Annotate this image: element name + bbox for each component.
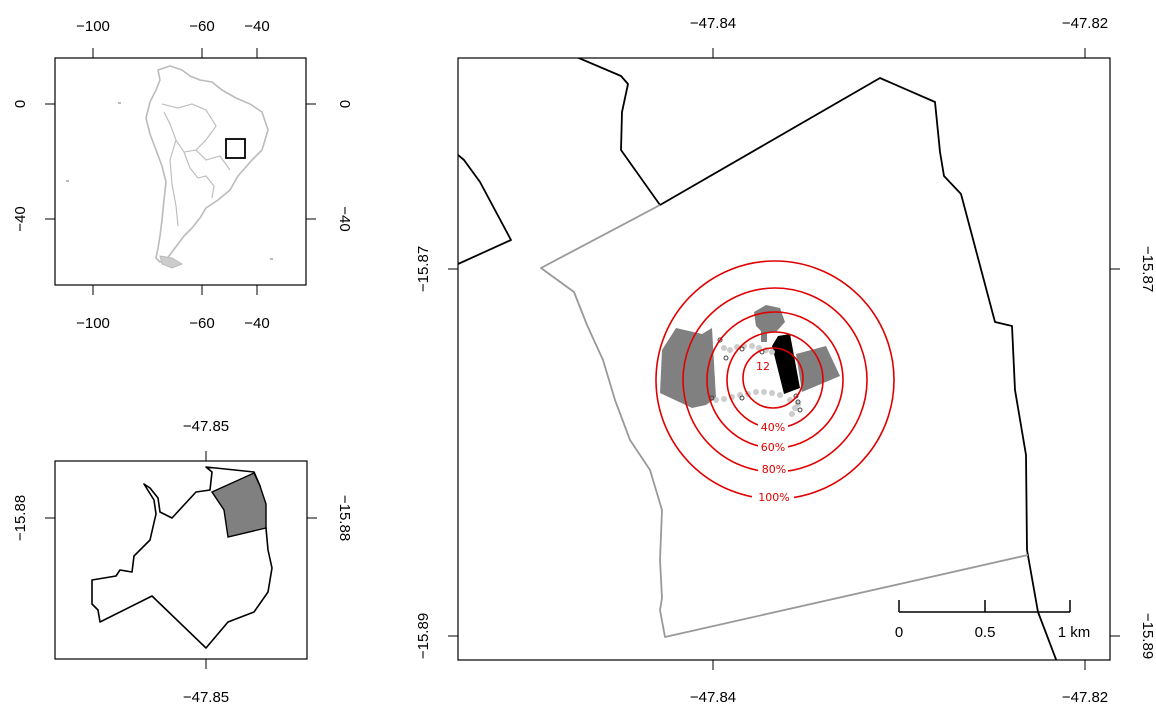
- inset-sa-xtick-top: −60: [189, 18, 214, 35]
- contour-12: [742, 347, 804, 409]
- district-outline: [91, 466, 273, 649]
- island-shape: [159, 255, 184, 269]
- inset-sa-ytick-right: 0: [336, 100, 353, 108]
- main-ytick-left: −15.87: [415, 246, 432, 292]
- main-xtick-bottom: −47.82: [1062, 689, 1108, 706]
- contour-label: 12: [756, 360, 770, 373]
- main-xtick-bottom: −47.84: [690, 689, 736, 706]
- study-area-box: [225, 138, 246, 159]
- island-marker: [118, 102, 121, 104]
- main-ytick-right: −15.89: [1139, 613, 1156, 659]
- habitat-patch-top: [754, 305, 785, 334]
- contour-label: 80%: [762, 463, 786, 476]
- inset-district-ytick-right: −15.88: [336, 495, 353, 541]
- south-america-outline: [145, 65, 269, 263]
- inset-sa-xtick-top: −40: [244, 18, 269, 35]
- inset-sa-xtick-top: −100: [76, 18, 110, 35]
- main-ytick-left: −15.89: [415, 613, 432, 659]
- inset-sa-ytick-left: −40: [12, 206, 29, 231]
- inset-district-ytick-left: −15.88: [12, 495, 29, 541]
- scale-bar: [898, 600, 1071, 613]
- inset-district-frame: [54, 460, 308, 660]
- inset-district-ticks: [45, 451, 317, 669]
- inset-district-xtick-top: −47.85: [183, 418, 229, 435]
- contour-label-gap: [752, 492, 794, 503]
- scale-label: 1 km: [1058, 624, 1091, 641]
- main-map-frame: [457, 57, 1111, 661]
- inset-sa-ticks: [45, 48, 316, 295]
- location-points: [713, 343, 801, 417]
- contour-label: 100%: [758, 491, 789, 504]
- black-boundary-main: [576, 58, 1058, 660]
- marker-points: [709, 337, 803, 413]
- inset-sa-ytick-right: −40: [336, 206, 353, 231]
- main-map-ticks: [448, 48, 1120, 670]
- inset-sa-frame: [54, 57, 307, 286]
- main-xtick-top: −47.84: [690, 15, 736, 32]
- country-borders: [161, 103, 231, 227]
- main-map: 12 40% 60% 80% 100% 0 0.5 1 km −47.84: [415, 15, 1156, 706]
- contour-label: 40%: [761, 421, 785, 434]
- inset-district-xtick-bottom: −47.85: [183, 689, 229, 706]
- inset-south-america: −100 −60 −40 −100 −60 −40 0 −40 0 −40: [12, 18, 353, 332]
- gray-boundary: [540, 204, 1029, 638]
- black-boundary-upper: [458, 154, 512, 265]
- habitat-patch-black: [772, 334, 800, 394]
- scale-label: 0.5: [975, 624, 996, 641]
- island-marker: [270, 258, 273, 260]
- contour-label-gap: [756, 361, 770, 372]
- main-xtick-top: −47.82: [1062, 15, 1108, 32]
- habitat-patch-right: [796, 346, 840, 392]
- habitat-patch-left: [660, 328, 716, 408]
- main-ytick-right: −15.87: [1139, 246, 1156, 292]
- inset-sa-xtick-bottom: −40: [244, 315, 269, 332]
- district-highlight: [210, 472, 267, 538]
- contour-label-gap: [758, 464, 788, 475]
- contour-label-gap: [758, 422, 788, 433]
- island-marker: [66, 180, 69, 182]
- habitat-stem: [761, 328, 767, 342]
- inset-sa-ytick-left: 0: [12, 100, 29, 108]
- contour-label: 60%: [761, 441, 785, 454]
- inset-sa-xtick-bottom: −60: [189, 315, 214, 332]
- inset-sa-xtick-bottom: −100: [76, 315, 110, 332]
- inset-district: −47.85 −47.85 −15.88 −15.88: [12, 418, 353, 706]
- contour-label-gap: [758, 442, 788, 453]
- scale-label: 0: [895, 624, 903, 641]
